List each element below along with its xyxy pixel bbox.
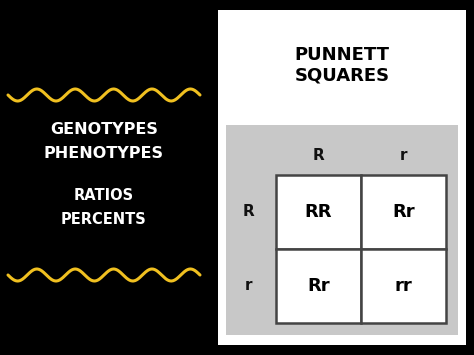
- Text: R: R: [313, 148, 324, 164]
- Text: RR: RR: [305, 203, 332, 221]
- Text: r: r: [400, 148, 407, 164]
- Text: Rr: Rr: [307, 277, 330, 295]
- Bar: [361, 249, 446, 323]
- Text: R: R: [243, 204, 255, 219]
- Text: Rr: Rr: [392, 203, 415, 221]
- Text: GENOTYPES: GENOTYPES: [50, 122, 158, 137]
- Bar: [276, 175, 361, 249]
- Text: PERCENTS: PERCENTS: [61, 213, 147, 228]
- Text: r: r: [245, 279, 253, 294]
- Bar: [361, 175, 446, 249]
- Text: RATIOS: RATIOS: [74, 187, 134, 202]
- Bar: [276, 249, 361, 323]
- Bar: [218, 10, 466, 345]
- Text: PUNNETT
SQUARES: PUNNETT SQUARES: [294, 45, 390, 84]
- Text: PHENOTYPES: PHENOTYPES: [44, 146, 164, 160]
- Bar: [226, 125, 458, 335]
- Text: rr: rr: [395, 277, 412, 295]
